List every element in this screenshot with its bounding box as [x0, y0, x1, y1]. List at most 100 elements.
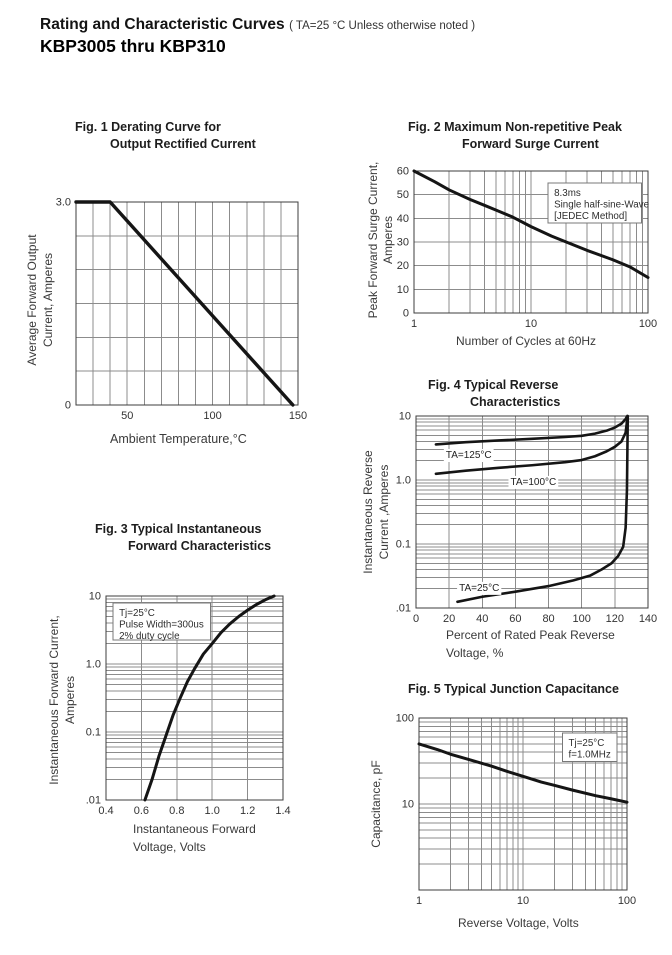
svg-text:[JEDEC Method]: [JEDEC Method] [554, 211, 627, 222]
svg-text:10: 10 [399, 411, 411, 423]
fig1-y-axis-label: Average Forward Output Current, Amperes [24, 190, 56, 410]
fig5-y-axis-label: Capacitance, pF [368, 724, 384, 884]
svg-text:Pulse Width=300us: Pulse Width=300us [119, 619, 204, 630]
fig4-x-axis-label-line2: Voltage, % [446, 646, 504, 660]
fig2-plot-border [413, 170, 649, 314]
fig3-y-axis-label: Instantaneous Forward Current, Amperes [46, 585, 78, 815]
svg-text:100: 100 [203, 410, 221, 422]
fig5-title: Fig. 5 Typical Junction Capacitance [408, 682, 619, 696]
fig3-y-tick-labels: 10 1.0 0.1 .01 [86, 591, 101, 807]
fig1-title-line1: Fig. 1 Derating Curve for [75, 120, 221, 134]
fig5-x-axis-label: Reverse Voltage, Volts [458, 916, 579, 930]
svg-text:f=1.0MHz: f=1.0MHz [569, 749, 611, 760]
fig2-y-axis-label: Peak Forward Surge Current, Amperes [366, 150, 396, 330]
fig4-y-axis-label: Instantaneous Reverse Current ,Amperes [360, 407, 392, 617]
fig4-curve-label-bg [443, 449, 494, 463]
fig3-series-forward-characteristic [143, 594, 276, 802]
svg-text:0.6: 0.6 [134, 805, 149, 817]
svg-text:40: 40 [397, 213, 409, 225]
fig1-y-tick-labels: 3.00 [56, 197, 71, 412]
fig2-x-axis-label: Number of Cycles at 60Hz [456, 334, 597, 348]
svg-text:1.0: 1.0 [205, 805, 220, 817]
fig4-series-ta-25c [456, 414, 630, 604]
fig4-curve-label: TA=100°C [510, 477, 556, 488]
svg-text:3.0: 3.0 [56, 197, 71, 209]
fig5-y-axis-label-line1: Capacitance, pF [369, 760, 383, 848]
fig5-annotation: Tj=25°Cf=1.0MHz [562, 732, 618, 763]
svg-text:10: 10 [525, 318, 537, 330]
fig4-series-ta-100c [434, 417, 629, 476]
fig3-x-tick-labels: 0.4 0.6 0.8 1.0 1.2 1.4 [98, 805, 290, 817]
fig4-title-line2: Characteristics [470, 395, 561, 409]
svg-text:0.4: 0.4 [98, 805, 113, 817]
svg-text:0: 0 [403, 308, 409, 320]
svg-text:140: 140 [639, 613, 657, 625]
fig3-title-line1: Fig. 3 Typical Instantaneous [95, 522, 262, 536]
fig2-x-tick-labels: 1 10 100 [411, 318, 657, 330]
svg-text:2% duty cycle: 2% duty cycle [119, 631, 180, 642]
fig4-curve-label-bg [457, 581, 502, 595]
fig2-title-line2: Forward Surge Current [462, 137, 599, 151]
svg-text:.01: .01 [86, 795, 101, 807]
fig4-x-axis-label-line1: Percent of Rated Peak Reverse [446, 628, 615, 642]
fig4-y-axis-label-line2: Current ,Amperes [377, 464, 391, 560]
page-title: Rating and Characteristic Curves [40, 16, 285, 33]
page-header: Rating and Characteristic Curves ( TA=25… [40, 16, 475, 34]
svg-text:80: 80 [542, 613, 554, 625]
svg-text:120: 120 [606, 613, 624, 625]
fig2-y-tick-labels: 60 50 40 30 20 10 0 [397, 166, 409, 320]
fig4-plot-border [415, 415, 649, 609]
svg-text:0: 0 [65, 400, 71, 412]
fig1-y-axis-label-line2: Current, Amperes [41, 252, 55, 348]
fig4-y-tick-labels: 10 1.0 0.1 .01 [396, 411, 411, 615]
svg-text:100: 100 [573, 613, 591, 625]
fig3-y-axis-label-line1: Instantaneous Forward Current, [47, 615, 61, 785]
fig3-title-line2: Forward Characteristics [128, 539, 272, 553]
svg-text:100: 100 [639, 318, 657, 330]
svg-text:10: 10 [517, 895, 529, 907]
svg-text:30: 30 [397, 237, 409, 249]
svg-text:1: 1 [411, 318, 417, 330]
svg-text:150: 150 [289, 410, 307, 422]
fig4-plot-area: TA=125°C TA=100°C TA=25°C 0 20 40 60 80 100 120 14… [396, 411, 657, 626]
svg-text:60: 60 [397, 166, 409, 178]
fig2-y-axis-label-line2: Amperes [381, 215, 395, 265]
fig5-series-junction-capacitance [417, 742, 629, 804]
fig4-curve-label-bg [508, 475, 559, 489]
fig4-grid [416, 416, 648, 608]
fig5-y-tick-labels: 100 10 [396, 713, 414, 811]
svg-text:1.0: 1.0 [396, 475, 411, 487]
fig4-curve-label: TA=125°C [446, 450, 492, 461]
svg-text:20: 20 [397, 260, 409, 272]
svg-text:20: 20 [443, 613, 455, 625]
svg-text:0: 0 [413, 613, 419, 625]
fig1-series-output-current-derating [74, 200, 295, 407]
fig1-plot-border [75, 201, 299, 406]
fig4-y-axis-label-line1: Instantaneous Reverse [361, 450, 375, 574]
fig1-x-axis-label: Ambient Temperature,°C [110, 432, 247, 446]
fig2-series-peak-surge-current [412, 169, 650, 279]
svg-text:.01: .01 [396, 603, 411, 615]
fig1-x-tick-labels: 50 100 150 [121, 410, 307, 422]
fig1-y-axis-label-line1: Average Forward Output [25, 234, 39, 366]
svg-text:10: 10 [89, 591, 101, 603]
header-condition-note: ( TA=25 °C Unless otherwise noted ) [289, 20, 476, 32]
svg-text:10: 10 [402, 799, 414, 811]
svg-text:100: 100 [618, 895, 636, 907]
svg-text:Single half-sine-Wave: Single half-sine-Wave [554, 199, 649, 210]
svg-text:1: 1 [416, 895, 422, 907]
svg-text:8.3ms: 8.3ms [554, 188, 581, 199]
fig5-x-tick-labels: 1 10 100 [416, 895, 636, 907]
svg-text:60: 60 [509, 613, 521, 625]
fig5-plot-border [418, 717, 628, 891]
svg-text:Tj=25°C: Tj=25°C [119, 608, 155, 619]
svg-text:0.1: 0.1 [86, 727, 101, 739]
svg-text:100: 100 [396, 713, 414, 725]
fig4-x-tick-labels: 0 20 40 60 80 100 120 140 [413, 613, 657, 625]
